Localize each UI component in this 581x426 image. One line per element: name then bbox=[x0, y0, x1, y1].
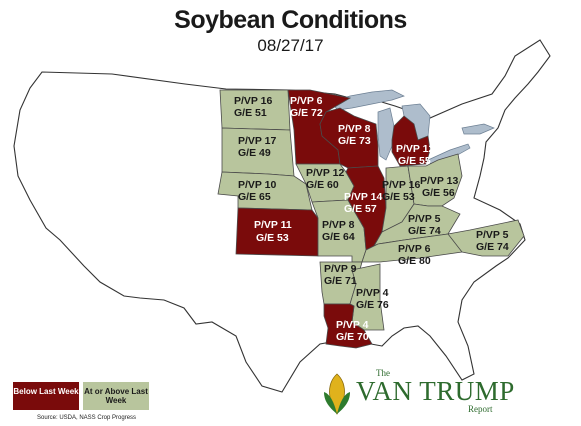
state-michigan bbox=[391, 115, 431, 167]
lake-michigan bbox=[377, 107, 395, 161]
label-in-pvp: P/VP 16 bbox=[382, 179, 420, 191]
label-ia-pvp: P/VP 12 bbox=[306, 167, 344, 179]
label-ms-pvp: P/VP 4 bbox=[356, 287, 389, 299]
label-il-pvp: P/VP 14 bbox=[344, 191, 382, 203]
label-la-pvp: P/VP 4 bbox=[336, 319, 369, 331]
label-ks-ge: G/E 53 bbox=[256, 232, 289, 244]
source-note: Source: USDA, NASS Crop Progress bbox=[37, 415, 137, 421]
van-trump-logo: The VAN TRUMP Report bbox=[318, 368, 558, 418]
label-ne-ge: G/E 65 bbox=[238, 191, 271, 203]
label-ky-ge: G/E 74 bbox=[408, 225, 441, 237]
label-ne-pvp: P/VP 10 bbox=[238, 179, 276, 191]
label-ks-pvp: P/VP 11 bbox=[254, 219, 292, 231]
label-oh-ge: G/E 56 bbox=[422, 187, 455, 199]
label-sd-ge: G/E 49 bbox=[238, 147, 271, 159]
label-ar-ge: G/E 71 bbox=[324, 275, 357, 287]
corn-leaf-icon bbox=[324, 373, 350, 415]
logo-report: Report bbox=[468, 404, 493, 414]
label-ar-pvp: P/VP 9 bbox=[324, 263, 357, 275]
label-ia-ge: G/E 60 bbox=[306, 179, 339, 191]
label-la-ge: G/E 70 bbox=[336, 331, 369, 343]
label-nd-ge: G/E 51 bbox=[234, 107, 267, 119]
label-wi-pvp: P/VP 8 bbox=[338, 123, 371, 135]
legend-above-swatch: At or Above Last Week bbox=[83, 382, 149, 410]
label-nc-pvp: P/VP 5 bbox=[476, 229, 509, 241]
state-louisiana bbox=[323, 303, 373, 349]
label-ky-pvp: P/VP 5 bbox=[408, 213, 441, 225]
logo-the: The bbox=[376, 368, 390, 378]
label-oh-pvp: P/VP 13 bbox=[420, 175, 458, 187]
logo-name: VAN TRUMP bbox=[356, 376, 515, 406]
label-mo-ge: G/E 64 bbox=[322, 231, 355, 243]
label-mn-ge: G/E 72 bbox=[290, 107, 323, 119]
label-nc-ge: G/E 74 bbox=[476, 241, 509, 253]
label-mn-pvp: P/VP 6 bbox=[290, 95, 323, 107]
label-mi-pvp: P/VP 12 bbox=[396, 143, 434, 155]
label-mi-ge: G/E 55 bbox=[398, 155, 431, 167]
label-ms-ge: G/E 76 bbox=[356, 299, 389, 311]
label-mo-pvp: P/VP 8 bbox=[322, 219, 355, 231]
label-tn-ge: G/E 80 bbox=[398, 255, 431, 267]
legend-below-swatch: Below Last Week bbox=[13, 382, 79, 410]
map-title: Soybean Conditions bbox=[174, 6, 407, 34]
label-in-ge: G/E 53 bbox=[382, 191, 415, 203]
map-date: 08/27/17 bbox=[257, 36, 324, 55]
state-north-carolina bbox=[447, 219, 525, 257]
label-wi-ge: G/E 73 bbox=[338, 135, 371, 147]
lake-superior bbox=[329, 89, 405, 111]
label-nd-pvp: P/VP 16 bbox=[234, 95, 272, 107]
label-tn-pvp: P/VP 6 bbox=[398, 243, 431, 255]
lake-ontario bbox=[461, 123, 495, 135]
label-il-ge: G/E 57 bbox=[344, 203, 377, 215]
label-sd-pvp: P/VP 17 bbox=[238, 135, 276, 147]
